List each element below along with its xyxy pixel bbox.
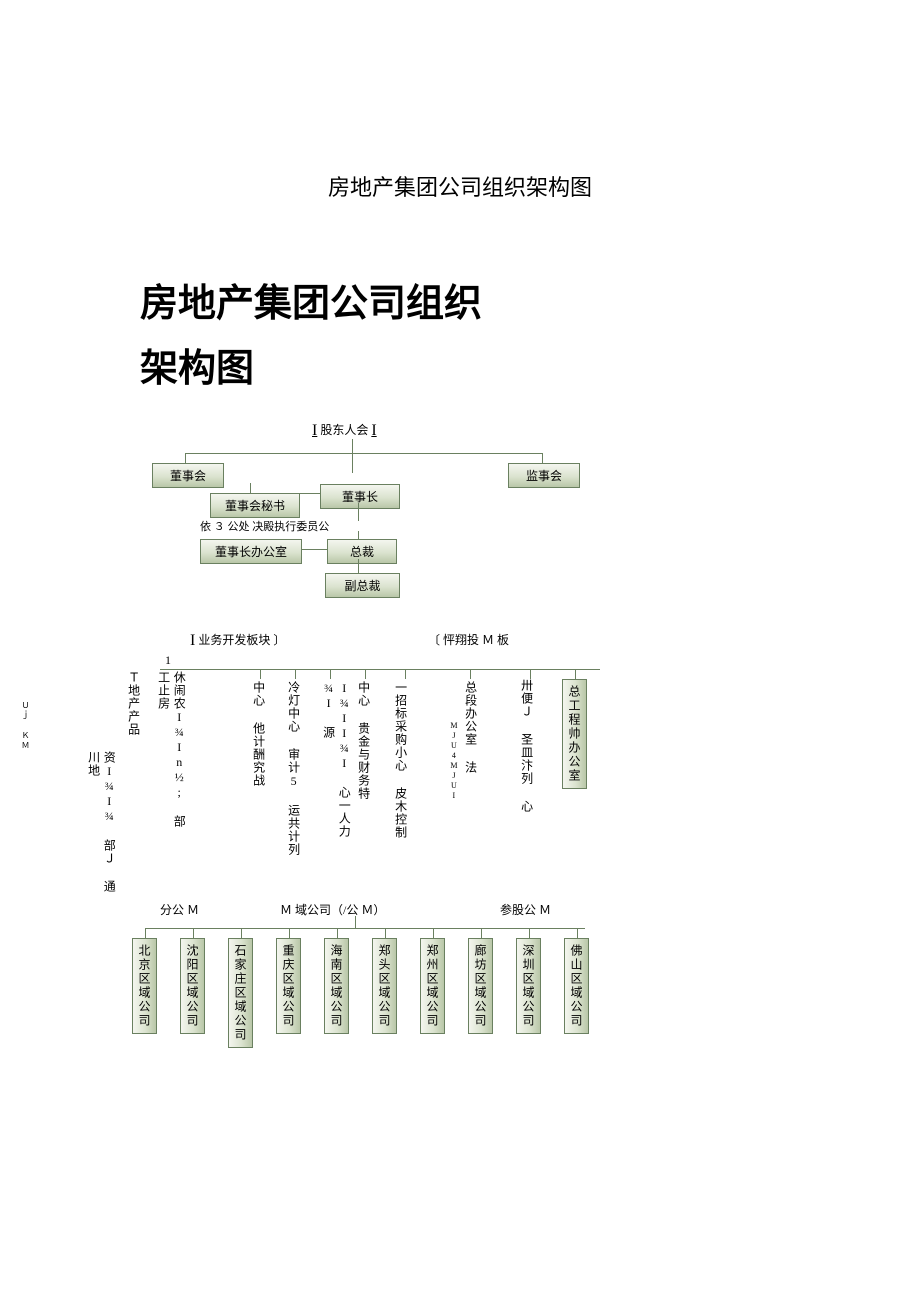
node-supervisors: 监事会: [508, 463, 580, 488]
node-chair-office: 董事长办公室: [200, 539, 302, 564]
bottom-label-left: 分公 Ｍ: [160, 901, 199, 918]
node-engineer-office: 总工程帅办公室: [562, 679, 587, 789]
section-right-label: 〔 怦翔投 Ｍ 板: [428, 631, 509, 648]
mid-col-1-top: 1: [165, 653, 171, 668]
mid-col-5: 一招标采购小心 皮木控制: [392, 681, 408, 871]
region-9: 佛山区域公司: [564, 938, 589, 1034]
region-6: 郑州区域公司: [420, 938, 445, 1034]
page-subtitle: 房地产集团公司组织架构图: [40, 170, 880, 202]
region-5: 郑头区域公司: [372, 938, 397, 1034]
node-president: 总裁: [327, 539, 397, 564]
mid-col-6: 总段办公室 法: [462, 681, 478, 831]
mid-col-6-small: MJU4MJUI: [448, 721, 458, 801]
region-7: 廊坊区域公司: [468, 938, 493, 1034]
shareholders-label: I 股东人会 I: [312, 421, 377, 440]
node-board: 董事会: [152, 463, 224, 488]
bottom-label-mid: Ｍ 域公司（/公 Ｍ）: [280, 901, 385, 918]
mid-col-4: 中心 贵金与财务特: [355, 681, 371, 851]
mid-col-2: 冷灯中心 审计5 运共计列: [285, 681, 301, 861]
region-3: 重庆区域公司: [276, 938, 301, 1034]
mid-col-3: I¾II¾I 心一人力¾I 源: [320, 681, 351, 861]
mid-col-1: 中心 他计酬究战: [250, 681, 266, 851]
mid-col-c: 资I¾I¾ 部Ｊ 通川地: [85, 751, 116, 901]
mid-col-a: Ｔ地产产品: [125, 671, 141, 736]
region-4: 海南区域公司: [324, 938, 349, 1034]
title-line-1: 房地产集团公司组织: [140, 272, 880, 337]
bottom-label-right: 参股公 Ｍ: [500, 901, 551, 918]
mid-col-b: 休闹农I¾In½; 部工止房: [155, 671, 186, 831]
region-1: 沈阳区域公司: [180, 938, 205, 1034]
page-title: 房地产集团公司组织 架构图: [140, 272, 880, 401]
region-0: 北京区域公司: [132, 938, 157, 1034]
org-chart: I 股东人会 I 董事会 监事会 董事会秘书 董事长 依 ３ 公处 决殿执行委员…: [130, 421, 880, 1141]
side-tiny-text: Ｕｊ ＫＭ: [20, 701, 31, 751]
region-2: 石家庄区域公司: [228, 938, 253, 1048]
node-chairman: 董事长: [320, 484, 400, 509]
node-vp: 副总裁: [325, 573, 400, 598]
mid-col-7: 卅便Ｊ 圣皿汴列 心: [518, 679, 534, 849]
node-secretary: 董事会秘书: [210, 493, 300, 518]
section-left-label: I 业务开发板块 〕: [190, 631, 285, 650]
title-line-2: 架构图: [140, 337, 880, 402]
region-8: 深圳区域公司: [516, 938, 541, 1034]
mid-text-line: 依 ３ 公处 决殿执行委员公: [200, 518, 329, 534]
